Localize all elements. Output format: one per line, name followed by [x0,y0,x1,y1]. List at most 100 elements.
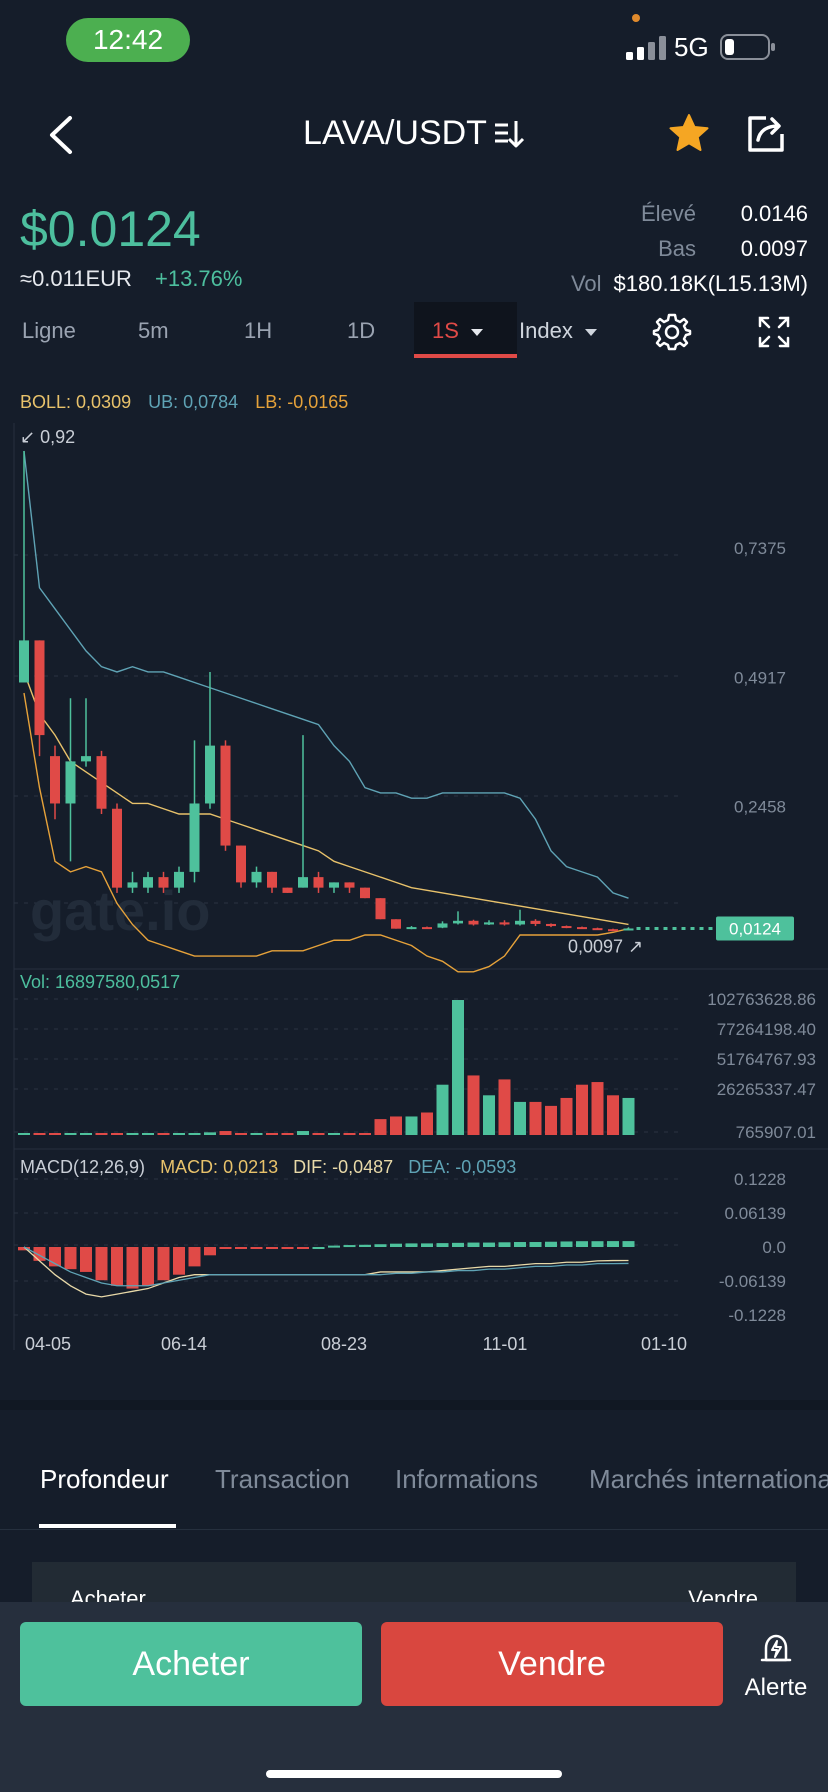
macd-value: MACD: 0,0213 [160,1157,278,1177]
volume-bar [297,1131,309,1135]
price-tick-label: 0,2458 [734,798,786,817]
tab-1h[interactable]: 1H [244,318,273,343]
volume-bar [33,1133,46,1135]
macd-bar [514,1242,526,1247]
current-price-tag-label: 0,0124 [729,919,781,938]
macd-bar [204,1247,216,1256]
candle-body [81,756,91,762]
boll-lower-band [23,692,629,973]
volume-bar [95,1133,108,1135]
buy-button[interactable]: Acheter [20,1622,362,1706]
tab-line[interactable]: Ligne [22,318,76,343]
back-arrow-icon[interactable] [44,112,80,158]
boll-upper-band [23,450,629,899]
tab-international-markets[interactable]: Marchés internationaux [589,1464,828,1494]
stat-volume-label: Vol [570,270,602,296]
stat-high-label: Élevé [640,200,696,226]
tab-transaction[interactable]: Transaction [215,1464,350,1494]
macd-bar [235,1247,247,1249]
share-icon[interactable] [744,112,786,154]
stat-volume-value: $180.18K(L15.13M) [613,270,808,296]
price-tick-label: 0,4917 [734,668,786,687]
current-price-tag [716,916,794,941]
macd-bar [498,1242,511,1247]
candle-body [19,640,29,683]
section-divider [0,1400,828,1410]
candle-body [592,928,603,931]
macd-bar [529,1242,542,1247]
stat-volume: Vol $180.18K(L15.13M) [508,266,808,301]
macd-bar [64,1247,77,1270]
candle-body [158,877,169,888]
macd-bar [281,1247,294,1249]
kline-chart[interactable]: gate.io 0,7375 0,4917 0,2458 ↙ 0,92 0,0097 … [0,415,828,1365]
volume-legend: Vol: 16897580,0517 [20,972,180,992]
fullscreen-icon[interactable] [756,314,792,350]
candle-body [236,845,246,883]
timeframe-tabs: Ligne 5m 1H 1D 1S Index [0,300,828,360]
tab-information[interactable]: Informations [395,1464,539,1494]
alert-button[interactable]: Alerte [740,1630,812,1702]
volume-bar [359,1133,371,1135]
macd-bar [576,1241,588,1247]
macd-bar [374,1244,387,1247]
tab-1d[interactable]: 1D [347,318,376,343]
price-change-percent: +13.76% [155,266,243,291]
macd-name: MACD(12,26,9) [20,1157,145,1177]
boll-legend: BOLL: 0,0309 UB: 0,0784 LB: -0,0165 [20,392,360,413]
sell-button[interactable]: Vendre [381,1622,723,1706]
volume-bar [452,1000,464,1135]
stat-low-value: 0.0097 [740,235,808,261]
volume-bar [328,1133,340,1135]
volume-tick-label: 26265337.47 [717,1080,816,1099]
privacy-indicator-dot [632,14,640,22]
macd-bar [452,1242,464,1247]
macd-tick-label: 0.1228 [734,1170,786,1189]
candle-body [174,871,184,888]
candle-body [127,882,138,888]
candle-body [608,929,618,932]
favorite-star-icon[interactable] [668,112,710,154]
macd-bar [312,1247,325,1249]
candle-body [530,920,541,924]
volume-bar [405,1116,418,1135]
macd-bar [343,1245,356,1248]
gear-icon[interactable] [652,312,692,352]
tab-1s[interactable]: 1S [432,318,483,344]
boll-value: BOLL: 0,0309 [20,392,132,412]
candle-body [344,882,355,888]
candle-body [391,919,401,929]
pair-selector[interactable]: LAVA/USDT [0,114,828,153]
macd-bar [250,1247,263,1249]
volume-bar [374,1119,387,1135]
tab-5m[interactable]: 5m [138,318,169,343]
volume-bar [250,1133,263,1135]
volume-bar [312,1133,325,1135]
price-eur: ≈0.011EUR [20,266,132,291]
volume-bar [64,1133,77,1135]
candle-body [453,920,463,924]
macd-bar [173,1247,185,1275]
volume-bar [111,1133,123,1135]
candle-body [577,927,587,930]
macd-bar [622,1241,635,1247]
volume-bar [483,1095,495,1135]
tab-index[interactable]: Index [519,318,597,344]
volume-bar [576,1084,588,1135]
candle-body [623,928,634,931]
macd-bar [188,1247,201,1267]
candles [19,451,634,932]
tab-active-background [414,302,517,358]
action-bar: Acheter Vendre Alerte [0,1602,828,1792]
volume-bar [607,1095,619,1135]
x-axis-label: 04-05 [25,1334,71,1354]
volume-bar [545,1105,557,1135]
x-axis-label: 11-01 [483,1334,528,1354]
chart-grid [13,423,828,1350]
tab-depth[interactable]: Profondeur [40,1464,169,1494]
macd-bar [111,1247,123,1286]
watermark: gate.io [30,879,210,942]
macd-bar [421,1243,433,1247]
volume-bar [18,1133,30,1135]
candle-body [313,877,324,888]
